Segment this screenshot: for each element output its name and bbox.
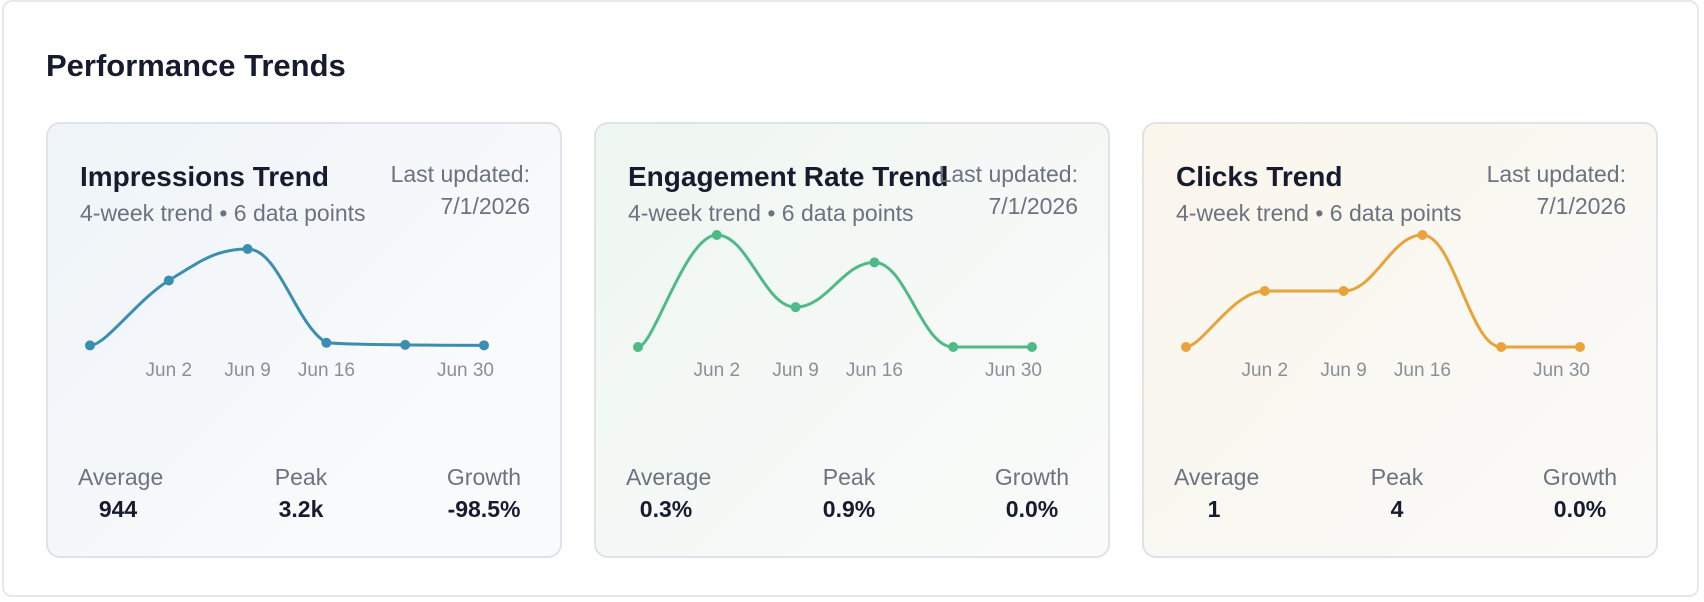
stat-peak-value: 4 [1390, 496, 1404, 522]
stat-average: Average 1 [1174, 462, 1260, 526]
stat-growth: Growth 0.0% [1540, 462, 1620, 526]
x-tick-label: Jun 16 [1394, 360, 1451, 381]
engagement-rate-line-chart: Jun 2 Jun 9 Jun 16 Jun 30 [633, 230, 1042, 381]
stat-peak: Peak 0.9% [809, 462, 889, 526]
clicks-line-chart: Jun 2 Jun 9 Jun 16 Jun 30 [1181, 230, 1590, 381]
stat-growth-value: -98.5% [447, 496, 521, 522]
stat-average: Average 944 [78, 462, 164, 526]
card-title: Impressions Trend [80, 161, 329, 192]
impressions-trend-card: Impressions Trend 4-week trend • 6 data … [46, 122, 562, 558]
stat-peak: Peak 4 [1357, 462, 1437, 526]
last-updated-label: Last updated: [938, 161, 1078, 187]
data-point[interactable] [163, 275, 174, 286]
stat-average-value: 0.3% [639, 496, 693, 522]
x-tick-label: Jun 2 [1242, 360, 1288, 381]
data-point[interactable] [869, 257, 880, 268]
stat-growth-label: Growth [1542, 464, 1618, 490]
x-tick-label: Jun 9 [224, 360, 270, 381]
data-point[interactable] [85, 340, 95, 351]
x-tick-label: Jun 16 [846, 360, 903, 381]
last-updated-date: 7/1/2026 [1536, 193, 1626, 219]
card-subtitle: 4-week trend • 6 data points [80, 200, 366, 226]
engagement-rate-trend-card: Engagement Rate Trend 4-week trend • 6 d… [594, 122, 1110, 558]
last-updated-label: Last updated: [1486, 161, 1626, 187]
stat-peak-label: Peak [1370, 464, 1424, 490]
stat-average-value: 1 [1207, 496, 1221, 522]
x-tick-label: Jun 30 [1533, 360, 1590, 381]
stat-peak-value: 0.9% [822, 496, 876, 522]
data-point[interactable] [633, 342, 643, 352]
last-updated: Last updated: 7/1/2026 [939, 158, 1078, 222]
data-point[interactable] [790, 302, 801, 313]
data-point[interactable] [948, 342, 959, 352]
data-point[interactable] [1181, 342, 1191, 352]
last-updated: Last updated: 7/1/2026 [391, 158, 530, 222]
panel-title: Performance Trends [46, 48, 346, 83]
data-point[interactable] [242, 244, 253, 254]
clicks-trend-card: Clicks Trend 4-week trend • 6 data point… [1142, 122, 1658, 558]
impressions-line-chart: Jun 2 Jun 9 Jun 16 Jun 30 [85, 244, 494, 381]
series-line [88, 247, 486, 347]
stat-peak-label: Peak [822, 464, 876, 490]
data-point[interactable] [400, 339, 411, 350]
x-tick-label: Jun 9 [1320, 360, 1366, 381]
card-title: Engagement Rate Trend [628, 161, 949, 192]
x-tick-label: Jun 9 [772, 360, 818, 381]
series-line [636, 233, 1034, 349]
card-title: Clicks Trend [1176, 161, 1343, 192]
data-point[interactable] [1027, 342, 1037, 352]
card-subtitle: 4-week trend • 6 data points [628, 200, 914, 226]
stat-average-value: 944 [98, 496, 138, 522]
x-tick-label: Jun 2 [146, 360, 192, 381]
stat-average-label: Average [1174, 464, 1260, 490]
stat-growth-label: Growth [994, 464, 1070, 490]
data-point[interactable] [1259, 286, 1270, 296]
stat-growth-value: 0.0% [1553, 496, 1607, 522]
stat-peak: Peak 3.2k [261, 462, 341, 526]
data-point[interactable] [711, 230, 722, 240]
data-point[interactable] [1338, 286, 1349, 296]
stat-growth: Growth -98.5% [444, 462, 524, 526]
x-tick-label: Jun 30 [437, 360, 494, 381]
card-subtitle: 4-week trend • 6 data points [1176, 200, 1462, 226]
last-updated-label: Last updated: [390, 161, 530, 187]
data-point[interactable] [1417, 230, 1428, 240]
data-point[interactable] [321, 337, 332, 348]
data-point[interactable] [1496, 342, 1507, 352]
last-updated-date: 7/1/2026 [988, 193, 1078, 219]
data-point[interactable] [479, 340, 489, 351]
data-point[interactable] [1575, 342, 1585, 352]
stat-average: Average 0.3% [626, 462, 712, 526]
x-tick-label: Jun 2 [694, 360, 740, 381]
last-updated-date: 7/1/2026 [440, 193, 530, 219]
stat-growth: Growth 0.0% [992, 462, 1072, 526]
x-tick-label: Jun 30 [985, 360, 1042, 381]
stat-peak-value: 3.2k [278, 496, 324, 522]
stat-growth-value: 0.0% [1005, 496, 1059, 522]
x-tick-label: Jun 16 [298, 360, 355, 381]
stat-average-label: Average [626, 464, 712, 490]
stat-peak-label: Peak [274, 464, 328, 490]
last-updated: Last updated: 7/1/2026 [1487, 158, 1626, 222]
stat-average-label: Average [78, 464, 164, 490]
series-line [1184, 233, 1582, 349]
stat-growth-label: Growth [446, 464, 522, 490]
